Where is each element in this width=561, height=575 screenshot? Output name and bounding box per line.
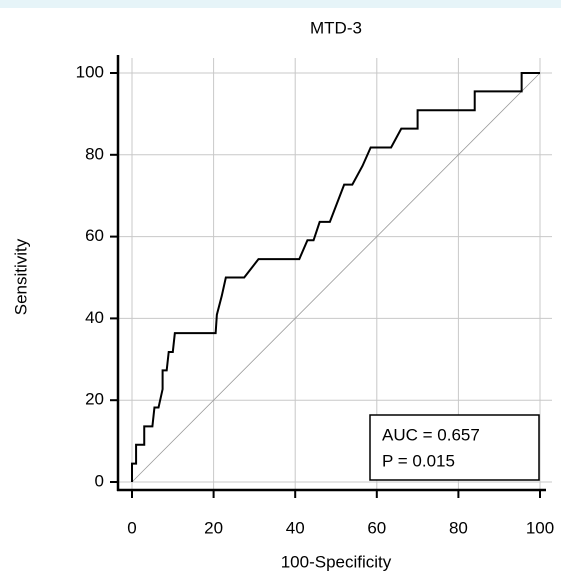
- x-tick-label: 60: [367, 518, 386, 537]
- annotation: AUC = 0.657: [382, 425, 480, 444]
- roc-curve: [131, 72, 540, 482]
- y-tick-label: 0: [95, 471, 104, 490]
- y-axis-label: Sensitivity: [11, 238, 30, 315]
- x-axis-label: 100-Specificity: [281, 552, 392, 571]
- annotation: P = 0.015: [382, 451, 455, 470]
- x-tick-label: 100: [526, 518, 554, 537]
- reference-line: [131, 72, 541, 483]
- y-tick-label: 40: [85, 308, 104, 327]
- x-tick-label: 20: [204, 518, 223, 537]
- y-tick-label: 100: [76, 62, 104, 81]
- y-tick-label: 60: [85, 226, 104, 245]
- annotation-box: [369, 414, 540, 481]
- chart-title: MTD-3: [310, 18, 362, 37]
- x-tick-label: 40: [286, 518, 305, 537]
- y-tick-label: 80: [85, 144, 104, 163]
- top-band: [0, 0, 561, 8]
- x-tick-label: 80: [449, 518, 468, 537]
- x-tick-label: 0: [127, 518, 136, 537]
- y-tick-label: 20: [85, 390, 104, 409]
